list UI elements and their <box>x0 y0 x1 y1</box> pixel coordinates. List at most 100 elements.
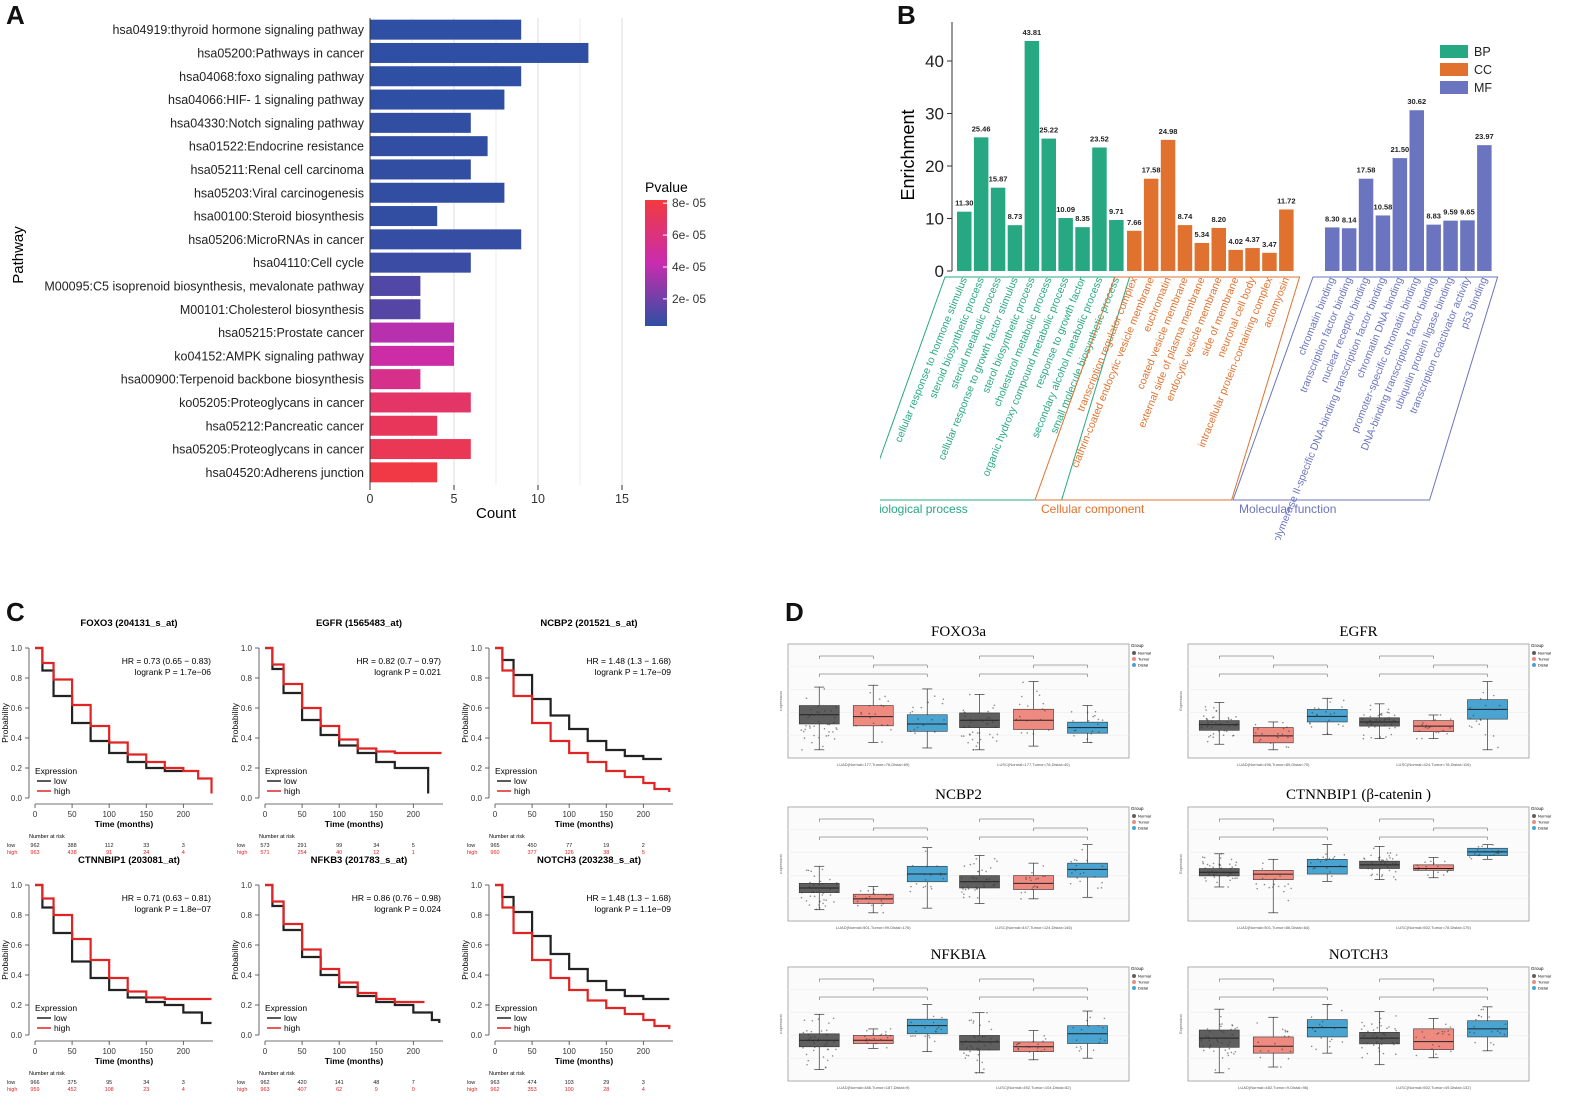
data-point <box>835 706 837 708</box>
data-point <box>821 868 824 871</box>
data-point <box>867 902 870 904</box>
data-point <box>1496 1030 1499 1033</box>
y-tick-label: 0.4 <box>471 971 483 980</box>
data-point <box>1325 853 1327 855</box>
data-point <box>1427 727 1429 729</box>
data-point <box>1417 866 1420 869</box>
data-point <box>922 724 925 727</box>
data-point <box>1212 733 1215 735</box>
risk-row-label: high <box>467 850 477 856</box>
data-point <box>1281 1028 1284 1031</box>
significance-bracket <box>819 836 928 840</box>
data-point <box>939 872 942 875</box>
data-point <box>1503 1033 1506 1036</box>
data-point <box>1415 1054 1418 1057</box>
bar <box>1245 248 1260 271</box>
risk-count: 103 <box>565 1080 574 1086</box>
data-point <box>1379 1017 1382 1020</box>
data-point <box>961 891 963 893</box>
risk-count: 4 <box>642 1087 645 1093</box>
bar <box>1211 227 1226 271</box>
data-point <box>1383 1033 1385 1035</box>
bar <box>1058 218 1073 271</box>
data-point <box>1333 712 1336 714</box>
data-point <box>1231 1033 1234 1036</box>
data-point <box>924 850 927 853</box>
bar <box>370 462 438 483</box>
data-point <box>809 708 812 711</box>
data-point <box>812 884 815 886</box>
data-point <box>988 877 991 880</box>
group-axis-label: LUAD(Normal=486,Tumor=187,Distal=9) <box>837 1085 910 1090</box>
data-point <box>864 1035 866 1038</box>
data-point <box>1036 1047 1039 1049</box>
data-point <box>1230 872 1233 874</box>
data-point <box>1032 1040 1034 1043</box>
x-tick-label: 150 <box>370 1047 384 1056</box>
value-label: 23.97 <box>1475 132 1494 141</box>
panel-label-b: B <box>897 0 916 30</box>
legend-marker <box>1132 986 1136 990</box>
category-label: hsa05203:Viral carcinogenesis <box>194 186 364 200</box>
data-point <box>978 1040 981 1043</box>
risk-count: 571 <box>260 850 269 856</box>
value-label: 30.62 <box>1407 97 1426 106</box>
data-point <box>833 901 835 903</box>
y-tick-label: 0.6 <box>241 704 253 713</box>
data-point <box>1386 860 1389 862</box>
data-point <box>1423 1036 1426 1039</box>
data-point <box>807 869 810 872</box>
data-point <box>1324 858 1327 860</box>
data-point <box>1325 711 1327 713</box>
data-point <box>981 1035 984 1038</box>
y-axis-title: Probability <box>230 702 240 742</box>
y-tick-label: 1.0 <box>471 644 483 653</box>
data-point <box>1375 719 1378 721</box>
legend-title: Group <box>1531 643 1544 648</box>
data-point <box>813 875 816 878</box>
data-point <box>1430 725 1432 728</box>
data-point <box>1208 1047 1211 1049</box>
value-label: 9.71 <box>1109 207 1124 216</box>
survival-curve-high <box>265 883 425 1004</box>
data-point <box>983 1044 986 1047</box>
data-point <box>1468 725 1471 727</box>
data-point <box>1104 1039 1106 1042</box>
km-plot: FOXO3 (204131_s_at) 0.0 0.2 0.4 0.6 0.8 1.0 0 50… <box>0 618 213 856</box>
legend-swatch <box>1440 45 1468 58</box>
data-point <box>1200 1040 1203 1042</box>
group-label: Biological process <box>880 502 968 516</box>
data-point <box>1208 736 1210 738</box>
data-point <box>1265 873 1267 876</box>
y-axis-title: Enrichment <box>898 109 918 200</box>
data-point <box>1363 1034 1366 1037</box>
value-label: 8.73 <box>1008 212 1023 221</box>
y-tick-label: 0.6 <box>241 941 253 950</box>
data-point <box>1320 1037 1323 1039</box>
data-point <box>836 890 838 893</box>
data-point <box>818 906 821 909</box>
data-point <box>825 899 827 902</box>
risk-count: 375 <box>67 1080 76 1086</box>
legend-label: Tumor <box>1538 980 1550 985</box>
data-point <box>993 880 996 883</box>
risk-count: 966 <box>30 1080 39 1086</box>
data-point <box>1443 1030 1446 1033</box>
value-label: 25.22 <box>1039 126 1058 135</box>
data-point <box>1031 888 1034 891</box>
boxplot-panel: CTNNBIP1 (β-catenin ) Expression LUAD(Norm… <box>1178 787 1551 930</box>
risk-count: 450 <box>527 843 536 849</box>
data-point <box>1491 850 1494 853</box>
data-point <box>826 1033 829 1036</box>
value-label: 7.66 <box>1127 218 1142 227</box>
data-point <box>1219 864 1222 867</box>
legend-title: Expression <box>265 1003 307 1013</box>
data-point <box>1037 1043 1039 1046</box>
data-point <box>1234 1051 1237 1053</box>
data-point <box>976 1059 979 1062</box>
data-point <box>807 717 809 719</box>
data-point <box>1387 708 1390 711</box>
data-point <box>822 745 824 748</box>
data-point <box>1282 727 1285 730</box>
data-point <box>1072 1026 1074 1029</box>
